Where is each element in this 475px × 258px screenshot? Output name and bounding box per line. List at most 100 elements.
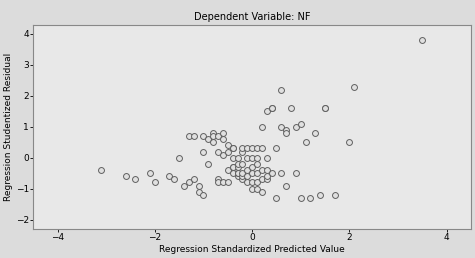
Point xyxy=(234,165,241,169)
Point xyxy=(321,106,329,110)
Point xyxy=(146,171,154,175)
Point xyxy=(253,156,261,160)
Point xyxy=(205,162,212,166)
Point xyxy=(316,193,324,197)
Point xyxy=(122,174,130,178)
Point xyxy=(171,177,178,181)
Point xyxy=(224,143,232,147)
Point xyxy=(248,156,256,160)
Point xyxy=(224,168,232,172)
Point xyxy=(219,131,227,135)
Point xyxy=(214,134,222,138)
Point xyxy=(268,106,276,110)
Point xyxy=(195,190,202,194)
Point xyxy=(219,137,227,141)
Point xyxy=(248,146,256,150)
Point xyxy=(214,149,222,154)
Point xyxy=(351,84,358,88)
Point xyxy=(224,180,232,184)
Point xyxy=(331,193,339,197)
Point xyxy=(166,174,173,178)
Point xyxy=(248,180,256,184)
Point xyxy=(282,128,290,132)
Point xyxy=(253,187,261,191)
Point xyxy=(224,149,232,154)
Point xyxy=(248,165,256,169)
Point xyxy=(97,168,105,172)
Point xyxy=(302,140,309,144)
Point xyxy=(234,174,241,178)
Point xyxy=(185,180,193,184)
Point xyxy=(219,152,227,157)
Title: Dependent Variable: NF: Dependent Variable: NF xyxy=(194,12,310,22)
Point xyxy=(195,183,202,188)
Point xyxy=(229,146,237,150)
Point xyxy=(229,171,237,175)
Point xyxy=(214,180,222,184)
Point xyxy=(132,177,139,181)
Point xyxy=(263,156,270,160)
Point xyxy=(258,168,266,172)
Point xyxy=(238,171,246,175)
Point xyxy=(418,38,426,42)
Point xyxy=(297,122,304,126)
Point xyxy=(209,140,217,144)
Point xyxy=(238,162,246,166)
Point xyxy=(238,174,246,178)
Point xyxy=(185,134,193,138)
Point xyxy=(238,177,246,181)
Point xyxy=(234,171,241,175)
Point xyxy=(253,162,261,166)
Point xyxy=(229,165,237,169)
Point xyxy=(243,146,251,150)
Point xyxy=(287,106,295,110)
Point xyxy=(200,134,207,138)
Point xyxy=(258,146,266,150)
Point xyxy=(277,125,285,129)
Point xyxy=(292,171,300,175)
Point xyxy=(229,156,237,160)
Point xyxy=(307,196,314,200)
Point xyxy=(248,171,256,175)
Point xyxy=(205,137,212,141)
Point xyxy=(234,162,241,166)
Point xyxy=(234,171,241,175)
Point xyxy=(238,146,246,150)
Point xyxy=(229,165,237,169)
Point xyxy=(297,196,304,200)
Point xyxy=(180,183,188,188)
Point xyxy=(263,174,270,178)
Point xyxy=(292,125,300,129)
Point xyxy=(238,149,246,154)
Point xyxy=(214,177,222,181)
Point xyxy=(258,125,266,129)
Point xyxy=(190,177,198,181)
Point xyxy=(243,180,251,184)
Point xyxy=(253,146,261,150)
Point xyxy=(345,140,353,144)
Point xyxy=(277,87,285,92)
Point xyxy=(258,190,266,194)
Point xyxy=(321,106,329,110)
Point xyxy=(243,168,251,172)
Point xyxy=(263,168,270,172)
Point xyxy=(209,131,217,135)
Point xyxy=(277,171,285,175)
Point xyxy=(200,193,207,197)
Point xyxy=(200,149,207,154)
Point xyxy=(263,177,270,181)
Point xyxy=(263,109,270,113)
Point xyxy=(219,180,227,184)
Point xyxy=(282,183,290,188)
Point xyxy=(248,187,256,191)
Point xyxy=(243,156,251,160)
Point xyxy=(312,131,319,135)
Point xyxy=(273,146,280,150)
Point xyxy=(253,171,261,175)
Y-axis label: Regression Studentized Residual: Regression Studentized Residual xyxy=(4,53,13,201)
Point xyxy=(258,177,266,181)
Point xyxy=(268,171,276,175)
X-axis label: Regression Standardized Predicted Value: Regression Standardized Predicted Value xyxy=(159,245,345,254)
Point xyxy=(209,134,217,138)
Point xyxy=(234,156,241,160)
